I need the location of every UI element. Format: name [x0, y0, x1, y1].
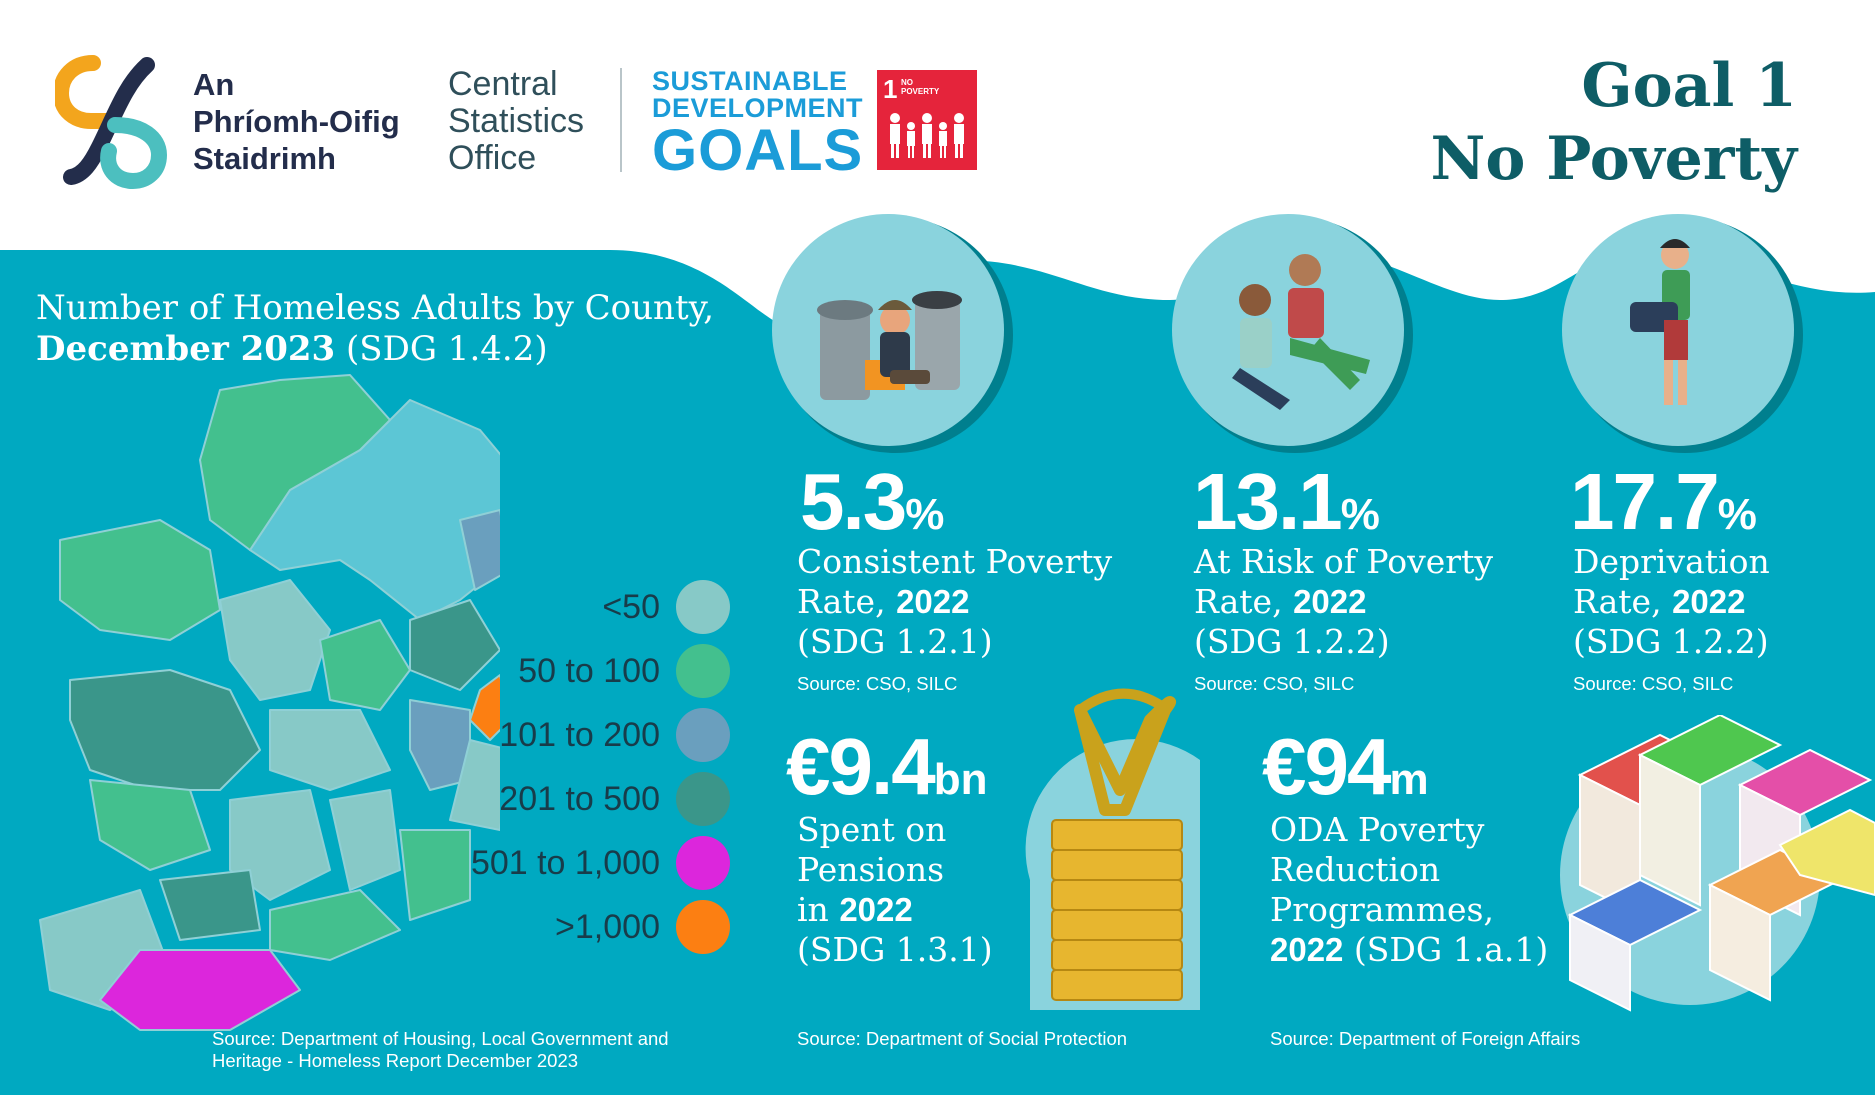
goal-title-line2: No Poverty: [1430, 124, 1797, 194]
oda-source: Source: Department of Foreign Affairs: [1270, 1028, 1581, 1049]
sdg-goal1-badge: 1 NO POVERTY: [877, 70, 977, 170]
cso-logo-icon: [55, 55, 168, 190]
map-source: Source: Department of Housing, Local Gov…: [212, 1028, 669, 1071]
legend-item: 501 to 1,000: [430, 836, 730, 890]
stat-deprivation-label: Deprivation Rate, 2022 (SDG 1.2.2): [1573, 542, 1770, 661]
harp-coins-icon: [1025, 688, 1200, 1010]
map-county-wicklow: [449, 739, 500, 831]
map-county-offaly: [269, 709, 391, 791]
map-county-kildare: [409, 699, 471, 791]
goal-title-line1: Goal 1: [1581, 51, 1797, 121]
stat-at-risk-source: Source: CSO, SILC: [1194, 673, 1355, 694]
legend-item: 50 to 100: [430, 644, 730, 698]
oda-label: ODA Poverty Reduction Programmes, 2022 (…: [1270, 810, 1549, 969]
map-county-waterford: [269, 889, 401, 961]
legend-dot: [676, 580, 730, 634]
map-title: Number of Homeless Adults by County, Dec…: [36, 288, 715, 369]
legend-dot: [676, 772, 730, 826]
pensions-value: €9.4bn: [786, 722, 988, 811]
pensions-label: Spent on Pensions in 2022 (SDG 1.3.1): [797, 810, 993, 969]
sdg-logo: SUSTAINABLE DEVELOPMENT GOALS: [652, 66, 864, 183]
legend-dot: [676, 708, 730, 762]
oda-value: €94m: [1262, 722, 1429, 811]
goal-title: Goal 1 No Poverty: [1430, 50, 1797, 196]
legend-item: >1,000: [430, 900, 730, 954]
homeless-person-bins-icon: [772, 214, 1013, 453]
map-county-galway: [69, 669, 261, 791]
stat-at-risk-value: 13.1%: [1193, 457, 1380, 546]
walking-person-bag-icon: [1562, 214, 1803, 453]
map-county-wexford: [399, 829, 471, 921]
header-divider: [620, 68, 622, 172]
legend-dot: [676, 644, 730, 698]
map-county-westmeath: [319, 619, 411, 711]
two-people-sitting-icon: [1172, 214, 1413, 453]
map-county-clare: [89, 779, 211, 871]
ireland-county-map: [39, 374, 500, 1031]
map-county-mayo: [59, 519, 221, 641]
stat-consistent-poverty-source: Source: CSO, SILC: [797, 673, 958, 694]
legend-dot: [676, 836, 730, 890]
legend-item: 201 to 500: [430, 772, 730, 826]
stat-consistent-poverty-label: Consistent Poverty Rate, 2022 (SDG 1.2.1…: [797, 542, 1113, 661]
map-county-donegal: [199, 374, 391, 551]
goal-badge-number: 1: [883, 74, 898, 104]
legend-item: 101 to 200: [430, 708, 730, 762]
stat-at-risk-label: At Risk of Poverty Rate, 2022 (SDG 1.2.2…: [1194, 542, 1493, 661]
map-county-roscommon: [219, 579, 331, 701]
map-county-dublin: [469, 674, 500, 741]
map-county-limerick: [159, 869, 261, 941]
stat-deprivation-value: 17.7%: [1570, 457, 1757, 546]
goal-badge-text: NO POVERTY: [901, 78, 940, 96]
logo-irish-name: An Phríomh-Oifig Staidrimh: [193, 67, 400, 176]
map-county-cork: [99, 949, 301, 1031]
header: An Phríomh-Oifig Staidrimh Central Stati…: [0, 0, 1875, 250]
logo-english-name: Central Statistics Office: [448, 65, 585, 177]
stat-deprivation-source: Source: CSO, SILC: [1573, 673, 1734, 694]
map-county-kilkenny: [329, 789, 401, 891]
family-icon: [890, 113, 964, 158]
euro-banknotes-icon: [1560, 715, 1875, 1012]
map-county-louth: [459, 509, 500, 591]
map-county-tipperary: [229, 789, 331, 901]
stat-consistent-poverty-value: 5.3%: [800, 457, 945, 546]
legend-dot: [676, 900, 730, 954]
legend-item: <50: [430, 580, 730, 634]
pensions-source: Source: Department of Social Protection: [797, 1028, 1128, 1049]
map-county-meath: [409, 599, 500, 691]
